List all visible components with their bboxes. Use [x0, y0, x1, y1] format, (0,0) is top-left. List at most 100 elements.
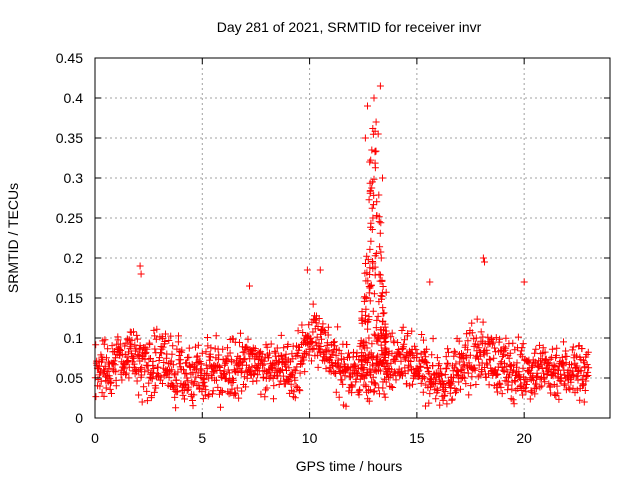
y-tick-label: 0.3: [64, 170, 84, 186]
data-point: [282, 362, 290, 370]
data-point: [285, 364, 293, 372]
data-point: [365, 334, 373, 342]
data-point: [215, 351, 223, 359]
data-point: [360, 338, 368, 346]
y-tick-label: 0.45: [56, 50, 83, 66]
data-point: [345, 349, 352, 357]
data-point: [374, 352, 382, 360]
data-point: [490, 354, 498, 362]
data-point: [367, 281, 375, 289]
data-point: [466, 351, 474, 359]
data-point: [140, 383, 148, 391]
data-point: [500, 343, 508, 351]
data-point: [514, 333, 522, 341]
data-point: [529, 372, 537, 380]
data-point: [433, 385, 441, 393]
data-point: [552, 351, 560, 359]
data-point: [104, 368, 112, 376]
data-point: [253, 377, 261, 385]
data-point: [188, 378, 196, 386]
data-point: [375, 270, 383, 278]
data-point: [383, 370, 391, 378]
data-point: [366, 187, 374, 195]
data-point: [477, 328, 485, 336]
data-point: [272, 349, 280, 357]
data-point: [373, 316, 381, 324]
data-point: [261, 393, 269, 401]
data-point: [215, 363, 223, 371]
data-point: [373, 212, 381, 220]
y-tick-label: 0.05: [56, 370, 83, 386]
data-point: [365, 350, 373, 358]
data-point: [371, 263, 379, 271]
data-point: [121, 342, 129, 350]
data-point: [263, 384, 271, 392]
data-point: [494, 371, 502, 378]
data-point: [314, 363, 322, 371]
data-point: [544, 360, 552, 368]
data-point: [359, 342, 367, 350]
data-point: [376, 82, 384, 90]
data-point: [280, 344, 288, 352]
data-point: [108, 342, 116, 350]
data-point: [533, 380, 541, 388]
data-point: [143, 345, 151, 353]
data-point: [152, 384, 160, 392]
data-point: [362, 305, 370, 313]
data-point: [483, 349, 491, 357]
data-point: [379, 310, 387, 318]
data-point: [366, 284, 374, 292]
data-point: [510, 400, 518, 408]
data-point: [479, 254, 487, 262]
data-point: [332, 388, 340, 396]
data-point: [98, 389, 106, 397]
data-point: [226, 349, 234, 357]
data-point: [372, 324, 380, 332]
data-point: [246, 346, 254, 353]
data-point: [308, 338, 316, 346]
data-point: [341, 372, 349, 380]
data-point: [372, 118, 380, 126]
data-point: [577, 367, 585, 375]
data-point: [335, 393, 343, 401]
data-point: [579, 381, 587, 389]
data-point: [373, 335, 381, 343]
data-point: [398, 327, 406, 334]
y-tick-label: 0.2: [64, 250, 84, 266]
data-point: [366, 158, 374, 166]
data-point: [523, 377, 531, 385]
data-point: [428, 375, 435, 383]
data-point: [455, 337, 463, 345]
data-point: [198, 388, 206, 396]
data-point: [243, 374, 251, 382]
data-point: [467, 382, 475, 390]
data-point: [435, 360, 443, 368]
data-point: [122, 371, 130, 379]
data-point: [383, 348, 391, 356]
data-point: [265, 354, 273, 362]
data-point: [95, 362, 103, 370]
data-point: [447, 384, 455, 392]
data-point: [340, 355, 348, 363]
data-point: [524, 358, 532, 366]
data-point: [152, 335, 160, 343]
data-point: [174, 338, 182, 346]
data-point: [257, 390, 265, 398]
data-point: [482, 373, 490, 381]
data-point: [370, 387, 378, 395]
data-point: [568, 371, 576, 379]
data-point: [443, 365, 451, 373]
data-point: [324, 331, 332, 339]
data-point: [462, 380, 470, 388]
data-point: [181, 370, 189, 378]
data-point: [364, 369, 372, 377]
x-tick-label: 0: [91, 430, 99, 446]
data-point: [348, 389, 356, 397]
data-point: [290, 388, 298, 396]
data-point: [254, 371, 262, 379]
data-point: [367, 237, 375, 245]
data-point: [350, 348, 357, 356]
data-point: [133, 331, 141, 339]
data-point: [225, 369, 233, 377]
